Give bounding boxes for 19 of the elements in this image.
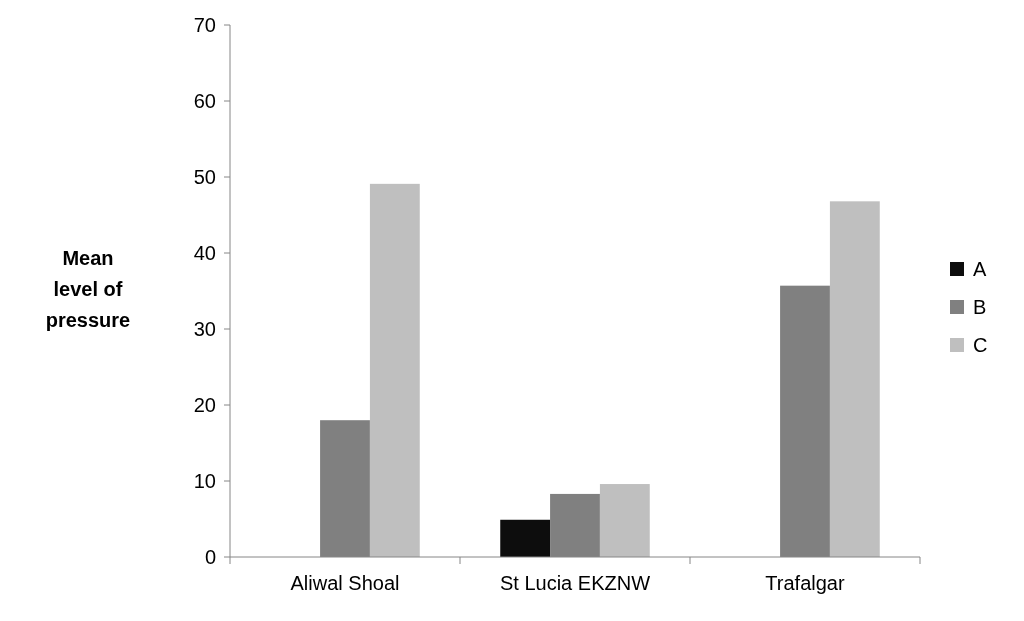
- x-tick-label: St Lucia EKZNW: [499, 572, 651, 594]
- bar: [500, 519, 551, 557]
- legend-label: B: [973, 296, 987, 318]
- y-tick-label: 70: [193, 14, 216, 36]
- y-tick-label: 20: [193, 394, 216, 416]
- legend-label: A: [973, 258, 987, 280]
- y-axis-title: Mean level of pressure: [45, 247, 131, 331]
- x-tick-label: Trafalgar: [765, 572, 845, 594]
- bar: [369, 183, 420, 557]
- y-tick-label: 60: [193, 90, 216, 112]
- x-tick-label: Aliwal Shoal: [290, 572, 400, 594]
- bar: [829, 201, 880, 557]
- bar: [599, 484, 650, 557]
- y-tick-label: 10: [193, 470, 216, 492]
- y-tick-label: 50: [193, 166, 216, 188]
- legend-label: C: [973, 334, 988, 356]
- y-tick-label: 30: [193, 318, 216, 340]
- y-tick-label: 40: [193, 242, 216, 264]
- y-tick-label: 0: [204, 546, 216, 568]
